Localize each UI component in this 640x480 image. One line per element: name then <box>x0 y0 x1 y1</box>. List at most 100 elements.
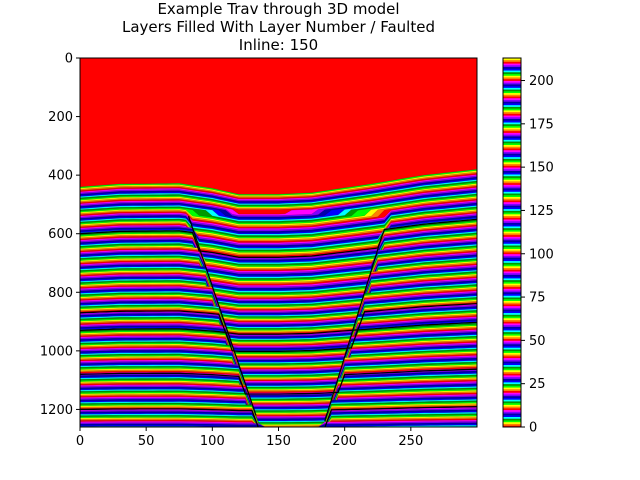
colorbar-segment <box>503 85 521 88</box>
colorbar-segment <box>503 219 521 222</box>
colorbar-segment <box>503 375 521 378</box>
colorbar-segment <box>503 118 521 121</box>
colorbar-segment <box>503 139 521 142</box>
marker-horizon <box>80 406 477 427</box>
colorbar-segment <box>503 58 521 61</box>
colorbar-segment <box>503 97 521 100</box>
colorbar-segment <box>503 272 521 275</box>
colorbar-segment <box>503 286 521 289</box>
y-tick-label: 200 <box>48 110 73 125</box>
colorbar-segment <box>503 96 521 99</box>
colorbar-segment <box>503 177 521 180</box>
colorbar-segment <box>503 366 521 369</box>
colorbar-segment <box>503 215 521 218</box>
colorbar-segment <box>503 376 521 379</box>
colorbar-segment <box>503 115 521 118</box>
colorbar-segment <box>503 336 521 340</box>
colorbar-segment <box>503 323 521 326</box>
colorbar-segment <box>503 257 521 260</box>
colorbar-segment <box>503 385 521 388</box>
colorbar-segment <box>503 414 521 418</box>
colorbar-segment <box>503 208 521 211</box>
colorbar-tick-label: 150 <box>529 161 554 176</box>
colorbar-segment <box>503 402 521 405</box>
colorbar-segment <box>503 132 521 135</box>
colorbar-segment <box>503 59 521 62</box>
colorbar-segment <box>503 82 521 85</box>
colorbar-segment <box>503 182 521 185</box>
colorbar-segment <box>503 399 521 402</box>
colorbar-segment <box>503 352 521 355</box>
colorbar-segment <box>503 129 521 132</box>
colorbar-segment <box>503 78 521 81</box>
colorbar-segment <box>503 186 521 189</box>
colorbar-segment <box>503 226 521 229</box>
colorbar-segment <box>503 255 521 258</box>
colorbar-segment <box>503 87 521 90</box>
colorbar-tick-label: 100 <box>529 247 554 262</box>
colorbar-segment <box>503 343 521 346</box>
y-tick-label: 800 <box>48 286 73 301</box>
colorbar-segment <box>503 234 521 237</box>
colorbar-segment <box>503 404 521 407</box>
colorbar-segment <box>503 250 521 253</box>
colorbar-segment <box>503 267 521 270</box>
colorbar-segment <box>503 317 521 320</box>
colorbar-segment <box>503 350 521 353</box>
colorbar-segment <box>503 246 521 249</box>
colorbar-segment <box>503 163 521 166</box>
colorbar-segment <box>503 92 521 95</box>
colorbar-tick-label: 75 <box>529 291 546 306</box>
colorbar-segment <box>503 421 521 424</box>
colorbar-segment <box>503 278 521 281</box>
colorbar-segment <box>503 220 521 223</box>
colorbar-segment <box>503 222 521 225</box>
colorbar-segment <box>503 239 521 243</box>
colorbar-segment <box>503 248 521 251</box>
colorbar-segment <box>503 298 521 301</box>
y-tick-label: 600 <box>48 227 73 242</box>
colorbar-segment <box>503 189 521 192</box>
colorbar-segment <box>503 252 521 255</box>
colorbar-segment <box>503 200 521 203</box>
colorbar-segment <box>503 333 521 336</box>
colorbar-segment <box>503 106 521 109</box>
colorbar-segment <box>503 236 521 239</box>
colorbar-segment <box>503 416 521 419</box>
colorbar-segment <box>503 314 521 317</box>
colorbar-segment <box>503 193 521 196</box>
colorbar-segment <box>503 134 521 137</box>
colorbar-segment <box>503 135 521 139</box>
colorbar-segment <box>503 170 521 173</box>
colorbar-segment <box>503 191 521 194</box>
colorbar-segment <box>503 274 521 277</box>
colorbar-segment <box>503 409 521 412</box>
colorbar-segment <box>503 217 521 220</box>
chart-title-line-1: Example Trav through 3D model <box>157 0 400 18</box>
colorbar-segment <box>503 271 521 274</box>
fault-line <box>324 236 383 422</box>
colorbar-frame <box>502 57 522 428</box>
colorbar-tick-label: 0 <box>529 421 537 436</box>
colorbar-segment <box>503 369 521 372</box>
colorbar-segment <box>503 420 521 423</box>
colorbar-segment <box>503 125 521 128</box>
colorbar-segment <box>503 316 521 319</box>
colorbar-segment <box>503 380 521 383</box>
colorbar-segment <box>503 89 521 92</box>
colorbar-segment <box>503 213 521 217</box>
colorbar-segment <box>503 168 521 172</box>
colorbar-segment <box>503 71 521 74</box>
colorbar-segment <box>503 127 521 130</box>
colorbar-segment <box>503 279 521 282</box>
colorbar-segment <box>503 161 521 165</box>
colorbar-segment <box>503 407 521 411</box>
colorbar-segment <box>503 156 521 159</box>
colorbar-segment <box>503 387 521 390</box>
colorbar-segment <box>503 291 521 295</box>
y-tick-label: 1000 <box>40 344 73 359</box>
colorbar-segment <box>503 73 521 76</box>
colorbar-segment <box>503 151 521 154</box>
colorbar-segment <box>503 243 521 246</box>
colorbar-segment <box>503 231 521 234</box>
